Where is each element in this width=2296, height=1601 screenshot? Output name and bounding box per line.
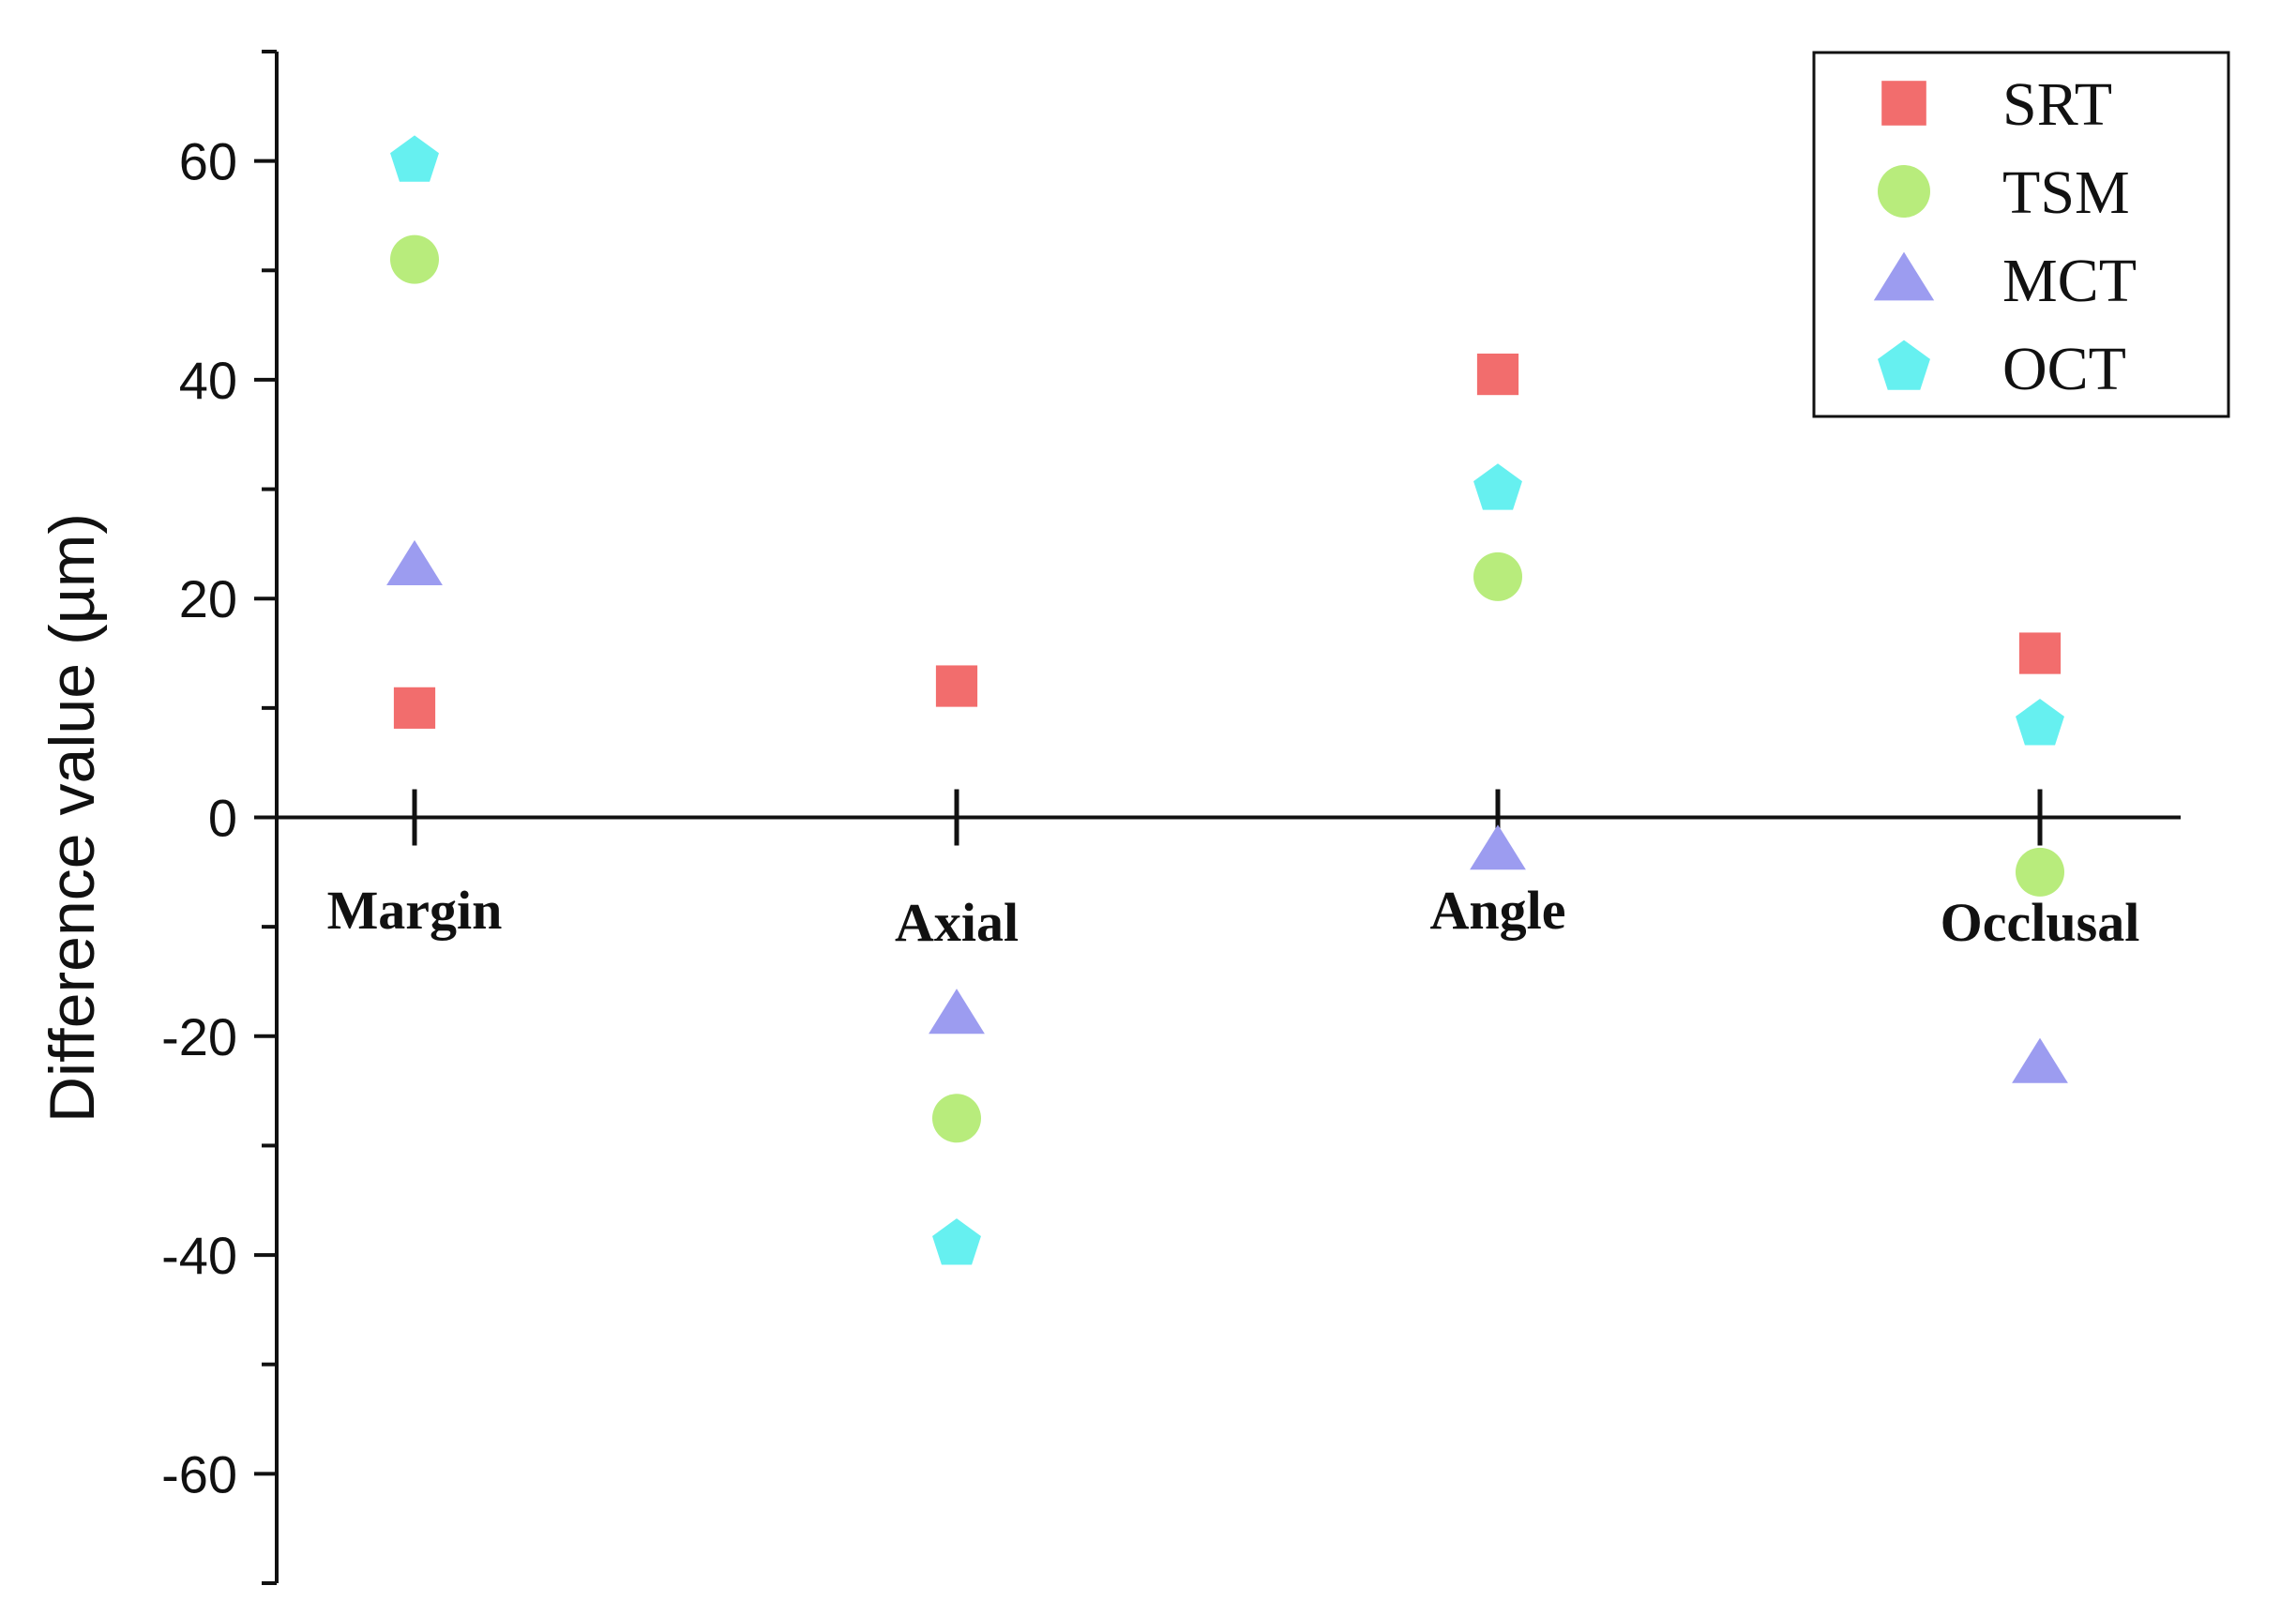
point-oct-axial <box>932 1218 981 1265</box>
point-srt-occlusal <box>2018 632 2062 674</box>
y-axis-title: Difference value (µm) <box>37 513 108 1123</box>
category-axis: Margin Axial Angle Occlusal <box>327 789 2140 953</box>
legend-marker-oct <box>1878 340 1930 390</box>
legend-label: TSM <box>2002 159 2130 227</box>
y-ticks: -60 -40 -20 0 20 40 60 <box>161 50 277 1585</box>
legend-label: MCT <box>2002 247 2137 315</box>
legend-marker-srt <box>1881 81 1926 126</box>
legend-label: SRT <box>2002 70 2112 139</box>
legend-items: SRT TSM MCT OCT <box>1873 70 2137 403</box>
point-mct-occlusal <box>2012 1037 2068 1083</box>
y-tick-label: -60 <box>161 1444 237 1503</box>
point-mct-margin <box>386 539 443 586</box>
category-label: Occlusal <box>1941 892 2140 953</box>
data-points <box>386 135 2068 1265</box>
y-tick-label: 20 <box>179 569 237 628</box>
legend-marker-tsm <box>1878 165 1930 218</box>
point-oct-margin <box>390 135 439 182</box>
category-label: Axial <box>895 892 1019 953</box>
y-tick-label: 0 <box>208 789 237 848</box>
y-tick-label: 60 <box>179 132 237 191</box>
point-tsm-margin <box>390 234 439 284</box>
legend-marker-mct <box>1873 251 1935 301</box>
y-tick-label: -40 <box>161 1226 237 1285</box>
point-mct-angle <box>1470 824 1526 870</box>
point-tsm-angle <box>1473 551 1522 601</box>
point-tsm-axial <box>932 1094 981 1143</box>
point-mct-axial <box>929 989 985 1035</box>
point-oct-occlusal <box>2016 699 2064 746</box>
legend: SRT TSM MCT OCT <box>1812 51 2230 418</box>
point-oct-angle <box>1473 463 1522 510</box>
category-label: Angle <box>1430 880 1566 941</box>
y-tick-label: 40 <box>179 351 237 410</box>
point-srt-angle <box>1476 353 1519 396</box>
point-tsm-occlusal <box>2016 847 2064 897</box>
legend-label: OCT <box>2002 335 2126 403</box>
y-tick-label: -20 <box>161 1007 237 1066</box>
point-srt-axial <box>935 665 978 707</box>
point-srt-margin <box>393 687 436 729</box>
category-label: Margin <box>327 880 503 941</box>
